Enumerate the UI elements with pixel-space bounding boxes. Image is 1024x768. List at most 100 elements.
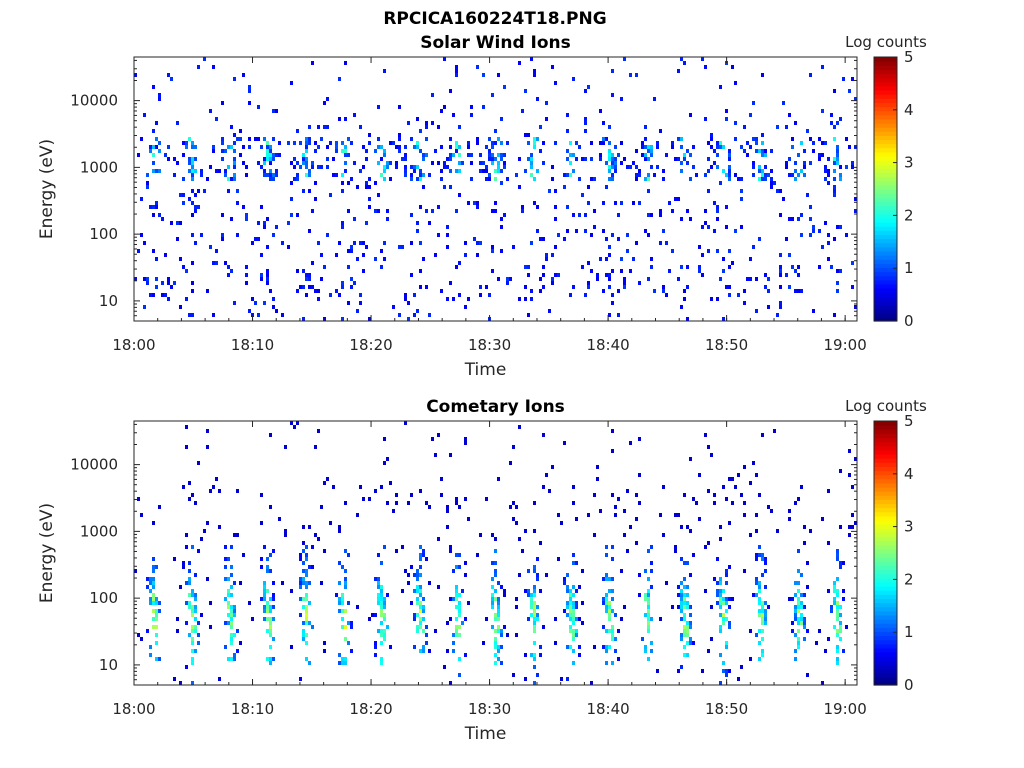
spectrogram-cell [566, 585, 569, 589]
spectrogram-cell [773, 181, 776, 185]
spectrogram-cell [503, 593, 506, 597]
spectrogram-cell [230, 573, 233, 577]
spectrogram-cell [191, 625, 194, 629]
spectrogram-cell [404, 153, 407, 157]
spectrogram-cell [524, 265, 527, 269]
spectrogram-cell [608, 169, 611, 173]
spectrogram-cell [467, 297, 470, 301]
spectrogram-cell [155, 641, 158, 645]
spectrogram-cell [734, 485, 737, 489]
spectrogram-cell [188, 197, 191, 201]
spectrogram-cell [137, 249, 140, 253]
spectrogram-cell [575, 605, 578, 609]
spectrogram-cell [674, 157, 677, 161]
colorbar-swatch [874, 205, 897, 211]
spectrogram-cell [836, 589, 839, 593]
spectrogram-cell [380, 621, 383, 625]
spectrogram-cell [812, 141, 815, 145]
spectrogram-cell [413, 313, 416, 317]
spectrogram-cell [638, 201, 641, 205]
spectrogram-cell [764, 561, 767, 565]
spectrogram-cell [590, 177, 593, 181]
spectrogram-cell [476, 65, 479, 69]
colorbar-swatch [874, 189, 897, 194]
spectrogram-cell [464, 253, 467, 257]
spectrogram-cell [419, 285, 422, 289]
spectrogram-cell [416, 117, 419, 121]
spectrogram-cell [155, 121, 158, 125]
spectrogram-cell [497, 617, 500, 621]
spectrogram-cell [227, 589, 230, 593]
spectrogram-cell [761, 133, 764, 137]
spectrogram-cell [638, 573, 641, 577]
spectrogram-cell [833, 189, 836, 193]
spectrogram-cell [578, 645, 581, 649]
spectrogram-cell [662, 533, 665, 537]
spectrogram-cell [503, 161, 506, 165]
spectrogram-cell [677, 605, 680, 609]
colorbar-tick-label: 3 [904, 518, 914, 536]
spectrogram-cell [311, 209, 314, 213]
spectrogram-cell [455, 145, 458, 149]
spectrogram-cell [383, 545, 386, 549]
spectrogram-cell [689, 177, 692, 181]
spectrogram-cell [647, 149, 650, 153]
y-tick-label: 10 [99, 292, 118, 310]
spectrogram-cell [497, 629, 500, 633]
spectrogram-cell [728, 169, 731, 173]
spectrogram-cell [791, 173, 794, 177]
spectrogram-cell [290, 645, 293, 649]
spectrogram-cell [230, 545, 233, 549]
spectrogram-cell [218, 489, 221, 493]
spectrogram-cell [263, 605, 266, 609]
spectrogram-cell [689, 641, 692, 645]
y-axis-label: Energy (eV) [37, 503, 57, 603]
spectrogram-cell [191, 233, 194, 237]
spectrogram-cell [455, 73, 458, 77]
y-tick-label: 10000 [70, 456, 118, 474]
spectrogram-cell [323, 641, 326, 645]
spectrogram-cell [467, 517, 470, 521]
spectrogram-cell [440, 493, 443, 497]
spectrogram-cell [836, 145, 839, 149]
spectrogram-cell [605, 629, 608, 633]
spectrogram-cell [434, 253, 437, 257]
spectrogram-cell [338, 581, 341, 585]
spectrogram-cell [749, 629, 752, 633]
spectrogram-cell [296, 421, 299, 425]
spectrogram-cell [527, 313, 530, 317]
spectrogram-cell [617, 213, 620, 217]
spectrogram-cell [686, 593, 689, 597]
spectrogram-cell [599, 157, 602, 161]
spectrogram-cell [191, 157, 194, 161]
colorbar-swatch [874, 193, 897, 198]
spectrogram-cell [449, 145, 452, 149]
spectrogram-cell [233, 177, 236, 181]
spectrogram-cell [185, 445, 188, 449]
spectrogram-cell [686, 285, 689, 289]
spectrogram-cell [188, 157, 191, 161]
spectrogram-cell [653, 289, 656, 293]
spectrogram-cell [530, 161, 533, 165]
spectrogram-cell [578, 145, 581, 149]
spectrogram-cell [686, 561, 689, 565]
spectrogram-cell [551, 177, 554, 181]
spectrogram-cell [296, 269, 299, 273]
spectrogram-cell [680, 605, 683, 609]
spectrogram-cell [320, 277, 323, 281]
spectrogram-cell [833, 169, 836, 173]
spectrogram-cell [722, 589, 725, 593]
spectrogram-cell [266, 589, 269, 593]
spectrogram-cell [521, 205, 524, 209]
spectrogram-cell [452, 597, 455, 601]
spectrogram-cell [842, 649, 845, 653]
spectrogram-cell [806, 629, 809, 633]
spectrogram-cell [239, 641, 242, 645]
spectrogram-cell [494, 653, 497, 657]
spectrogram-cell [644, 153, 647, 157]
spectrogram-cell [743, 301, 746, 305]
spectrogram-cell [341, 597, 344, 601]
spectrogram-cell [209, 165, 212, 169]
spectrogram-cell [833, 581, 836, 585]
